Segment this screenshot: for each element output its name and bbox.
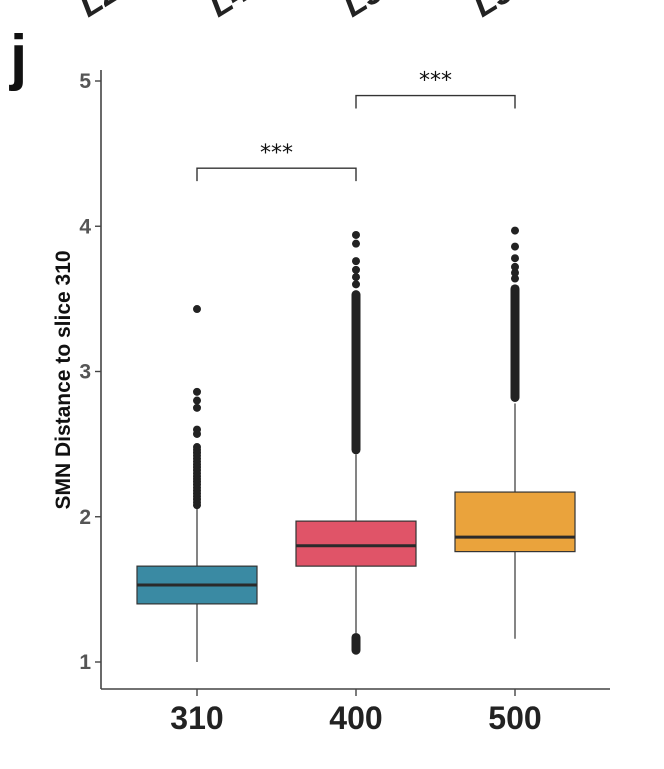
outlier-band-low bbox=[351, 632, 361, 655]
box-body bbox=[295, 520, 417, 567]
top-cut-label: L5 bbox=[466, 0, 521, 25]
y-tick-label: 2 bbox=[79, 506, 91, 529]
outlier-point bbox=[511, 242, 519, 251]
outlier-point bbox=[352, 257, 360, 266]
plot-area: *** *** bbox=[136, 69, 576, 662]
outlier-point bbox=[193, 396, 201, 405]
significance-label: *** bbox=[419, 69, 452, 94]
axes: 1 2 3 4 5 310 400 500 bbox=[79, 70, 610, 736]
outlier-point bbox=[511, 262, 519, 271]
box-310 bbox=[136, 305, 258, 662]
outlier-point bbox=[511, 254, 519, 263]
x-tick-label: 400 bbox=[329, 700, 382, 736]
x-tick-label: 310 bbox=[170, 700, 223, 736]
outlier-point bbox=[352, 280, 360, 289]
panel-label: j bbox=[9, 23, 27, 92]
top-cut-label: L5 bbox=[336, 0, 391, 25]
y-tick-label: 1 bbox=[79, 651, 91, 674]
outlier-point bbox=[352, 230, 360, 239]
top-cut-labels: L2/3 L4/5 L5 L5 bbox=[72, 0, 521, 25]
outlier-point bbox=[193, 305, 201, 314]
x-tick-label: 500 bbox=[488, 700, 541, 736]
y-tick-label: 3 bbox=[79, 361, 91, 384]
outlier-point bbox=[511, 274, 519, 283]
outlier-point bbox=[352, 273, 360, 282]
outlier-band-high bbox=[510, 284, 520, 403]
outlier-point bbox=[193, 425, 201, 434]
y-tick-label: 5 bbox=[79, 70, 91, 93]
outlier-point bbox=[352, 265, 360, 274]
outlier-point bbox=[511, 268, 519, 277]
top-cut-label: L4/5 bbox=[202, 0, 281, 25]
significance-label: *** bbox=[260, 141, 293, 166]
bracket-line bbox=[355, 94, 516, 109]
y-axis-label: SMN Distance to slice 310 bbox=[52, 250, 75, 509]
box-body bbox=[454, 491, 576, 553]
outlier-point bbox=[193, 387, 201, 396]
significance-bracket: *** bbox=[355, 69, 516, 109]
box-400 bbox=[295, 230, 417, 655]
top-cut-label: L2/3 bbox=[72, 0, 150, 25]
significance-bracket: *** bbox=[196, 141, 357, 182]
outlier-point bbox=[511, 226, 519, 235]
outlier-band-high bbox=[351, 290, 361, 455]
outlier-point bbox=[193, 403, 201, 412]
outlier-point bbox=[193, 443, 201, 452]
y-tick-label: 4 bbox=[79, 215, 91, 238]
box-500 bbox=[454, 226, 576, 639]
outlier-point bbox=[352, 239, 360, 248]
bracket-line bbox=[196, 167, 357, 182]
